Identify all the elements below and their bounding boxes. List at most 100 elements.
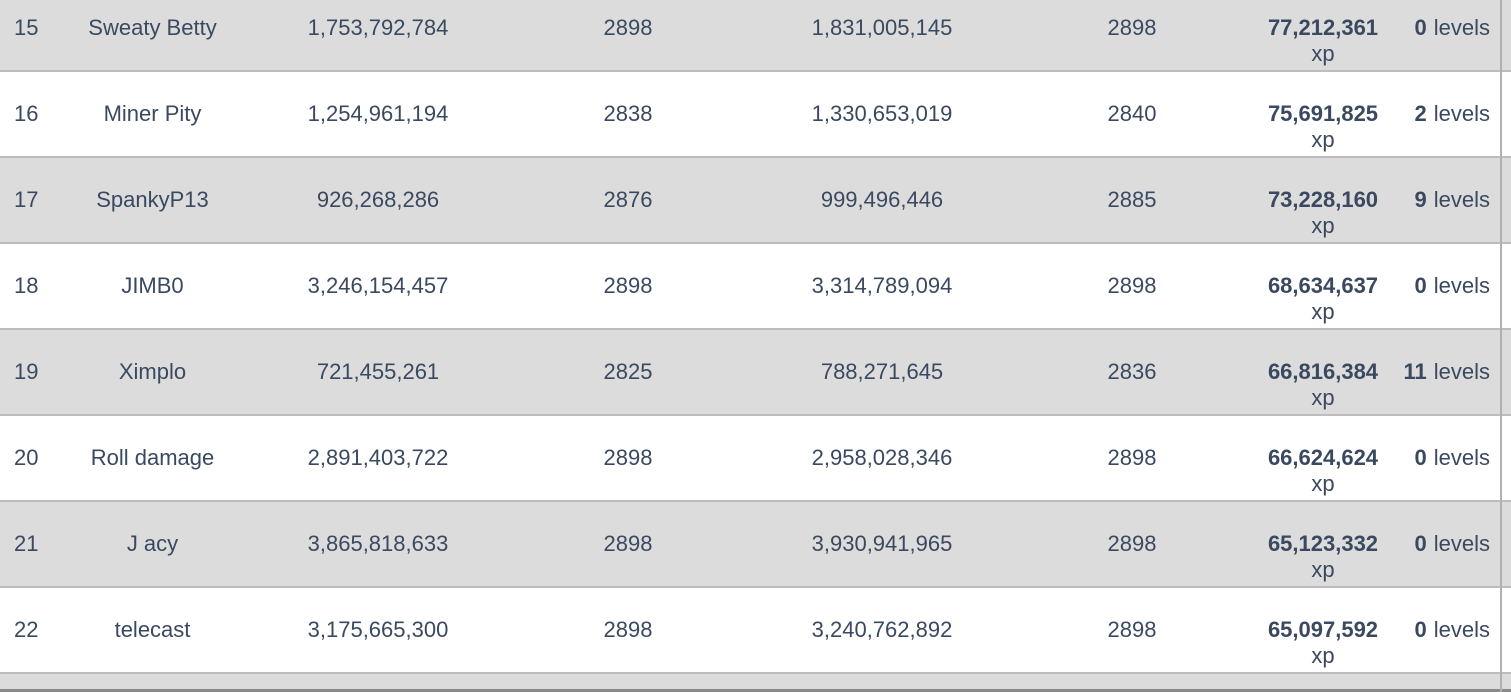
end-level-cell: 2898 [1107,15,1157,40]
gained-xp-cell: 77,212,361 xp [1245,0,1401,70]
end-level-cell: 2885 [1107,187,1157,212]
table-row: 17 SpankyP13 926,268,286 2876 999,496,44… [0,158,1511,244]
levels-unit-label: levels [1433,617,1490,642]
gained-levels-cell: 11 levels [1401,330,1511,414]
xp-unit-label: xp [1311,127,1335,152]
start-level-cell: 2838 [603,101,653,126]
leaderboard-table: 15 Sweaty Betty 1,753,792,784 2898 1,831… [0,0,1511,674]
next-row-partial [0,674,1511,692]
levels-unit-label: levels [1433,445,1490,470]
rank-cell: 15 [14,15,39,40]
start-xp-cell: 1,753,792,784 [307,15,449,40]
rank-cell: 17 [14,187,39,212]
rank-cell: 20 [14,445,39,470]
player-name-cell: Roll damage [90,445,215,470]
end-level-cell: 2898 [1107,617,1157,642]
end-level-cell: 2840 [1107,101,1157,126]
gained-levels-value: 0 [1414,15,1427,40]
player-name-cell: J acy [126,531,179,556]
levels-unit-label: levels [1433,101,1490,126]
gained-levels-cell: 0 levels [1401,588,1511,672]
levels-unit-label: levels [1433,531,1490,556]
xp-unit-label: xp [1311,385,1335,410]
gained-xp-cell: 68,634,637 xp [1245,244,1401,328]
gained-xp-value: 77,212,361 [1267,15,1379,40]
rank-cell: 22 [14,617,39,642]
player-name-cell: SpankyP13 [96,187,209,212]
gained-xp-cell: 75,691,825 xp [1245,72,1401,156]
start-xp-cell: 3,865,818,633 [307,531,449,556]
xp-unit-label: xp [1311,471,1335,496]
end-level-cell: 2898 [1107,445,1157,470]
start-level-cell: 2876 [603,187,653,212]
rank-cell: 19 [14,359,39,384]
player-name-cell: JIMB0 [121,273,184,298]
player-name-cell: Miner Pity [103,101,202,126]
rank-cell: 16 [14,101,39,126]
gained-xp-cell: 73,228,160 xp [1245,158,1401,242]
gained-xp-cell: 66,816,384 xp [1245,330,1401,414]
start-xp-cell: 3,175,665,300 [307,617,449,642]
rank-cell: 21 [14,531,39,556]
gained-xp-value: 65,097,592 [1267,617,1379,642]
gained-levels-cell: 0 levels [1401,416,1511,500]
gained-levels-cell: 2 levels [1401,72,1511,156]
gained-levels-cell: 0 levels [1401,244,1511,328]
player-name-cell: Sweaty Betty [88,15,217,40]
xp-unit-label: xp [1311,299,1335,324]
start-level-cell: 2898 [603,15,653,40]
start-xp-cell: 721,455,261 [316,359,440,384]
start-level-cell: 2898 [603,273,653,298]
gained-levels-value: 2 [1414,101,1427,126]
end-xp-cell: 788,271,645 [820,359,944,384]
start-xp-cell: 3,246,154,457 [307,273,449,298]
xp-unit-label: xp [1311,41,1335,66]
table-row: 22 telecast 3,175,665,300 2898 3,240,762… [0,588,1511,674]
gained-levels-value: 11 [1403,359,1427,384]
gained-levels-value: 0 [1414,445,1427,470]
gained-xp-cell: 65,123,332 xp [1245,502,1401,586]
end-xp-cell: 3,240,762,892 [811,617,953,642]
gained-levels-value: 9 [1414,187,1427,212]
end-xp-cell: 1,831,005,145 [811,15,953,40]
table-row: 21 J acy 3,865,818,633 2898 3,930,941,96… [0,502,1511,588]
end-level-cell: 2898 [1107,273,1157,298]
start-xp-cell: 2,891,403,722 [307,445,449,470]
table-row: 18 JIMB0 3,246,154,457 2898 3,314,789,09… [0,244,1511,330]
gained-xp-value: 66,816,384 [1267,359,1379,384]
gained-xp-value: 66,624,624 [1267,445,1379,470]
gained-xp-value: 73,228,160 [1267,187,1379,212]
levels-unit-label: levels [1433,359,1490,384]
rank-cell: 18 [14,273,39,298]
table-row: 20 Roll damage 2,891,403,722 2898 2,958,… [0,416,1511,502]
end-xp-cell: 999,496,446 [820,187,944,212]
start-xp-cell: 926,268,286 [316,187,440,212]
levels-unit-label: levels [1433,15,1490,40]
levels-unit-label: levels [1433,273,1490,298]
xp-unit-label: xp [1311,213,1335,238]
gained-xp-value: 75,691,825 [1267,101,1379,126]
gained-levels-value: 0 [1414,273,1427,298]
end-xp-cell: 2,958,028,346 [811,445,953,470]
levels-unit-label: levels [1433,187,1490,212]
gained-levels-value: 0 [1414,617,1427,642]
end-xp-cell: 3,314,789,094 [811,273,953,298]
start-level-cell: 2898 [603,445,653,470]
player-name-cell: Ximplo [118,359,187,384]
start-level-cell: 2898 [603,531,653,556]
xp-unit-label: xp [1311,557,1335,582]
player-name-cell: telecast [114,617,191,642]
gained-xp-value: 68,634,637 [1267,273,1379,298]
table-row: 16 Miner Pity 1,254,961,194 2838 1,330,6… [0,72,1511,158]
gained-levels-cell: 9 levels [1401,158,1511,242]
gained-levels-cell: 0 levels [1401,0,1511,70]
end-xp-cell: 1,330,653,019 [811,101,953,126]
gained-xp-value: 65,123,332 [1267,531,1379,556]
gained-levels-cell: 0 levels [1401,502,1511,586]
gained-levels-value: 0 [1414,531,1427,556]
gained-xp-cell: 65,097,592 xp [1245,588,1401,672]
xp-unit-label: xp [1311,643,1335,668]
table-row: 15 Sweaty Betty 1,753,792,784 2898 1,831… [0,0,1511,72]
table-row: 19 Ximplo 721,455,261 2825 788,271,645 2… [0,330,1511,416]
